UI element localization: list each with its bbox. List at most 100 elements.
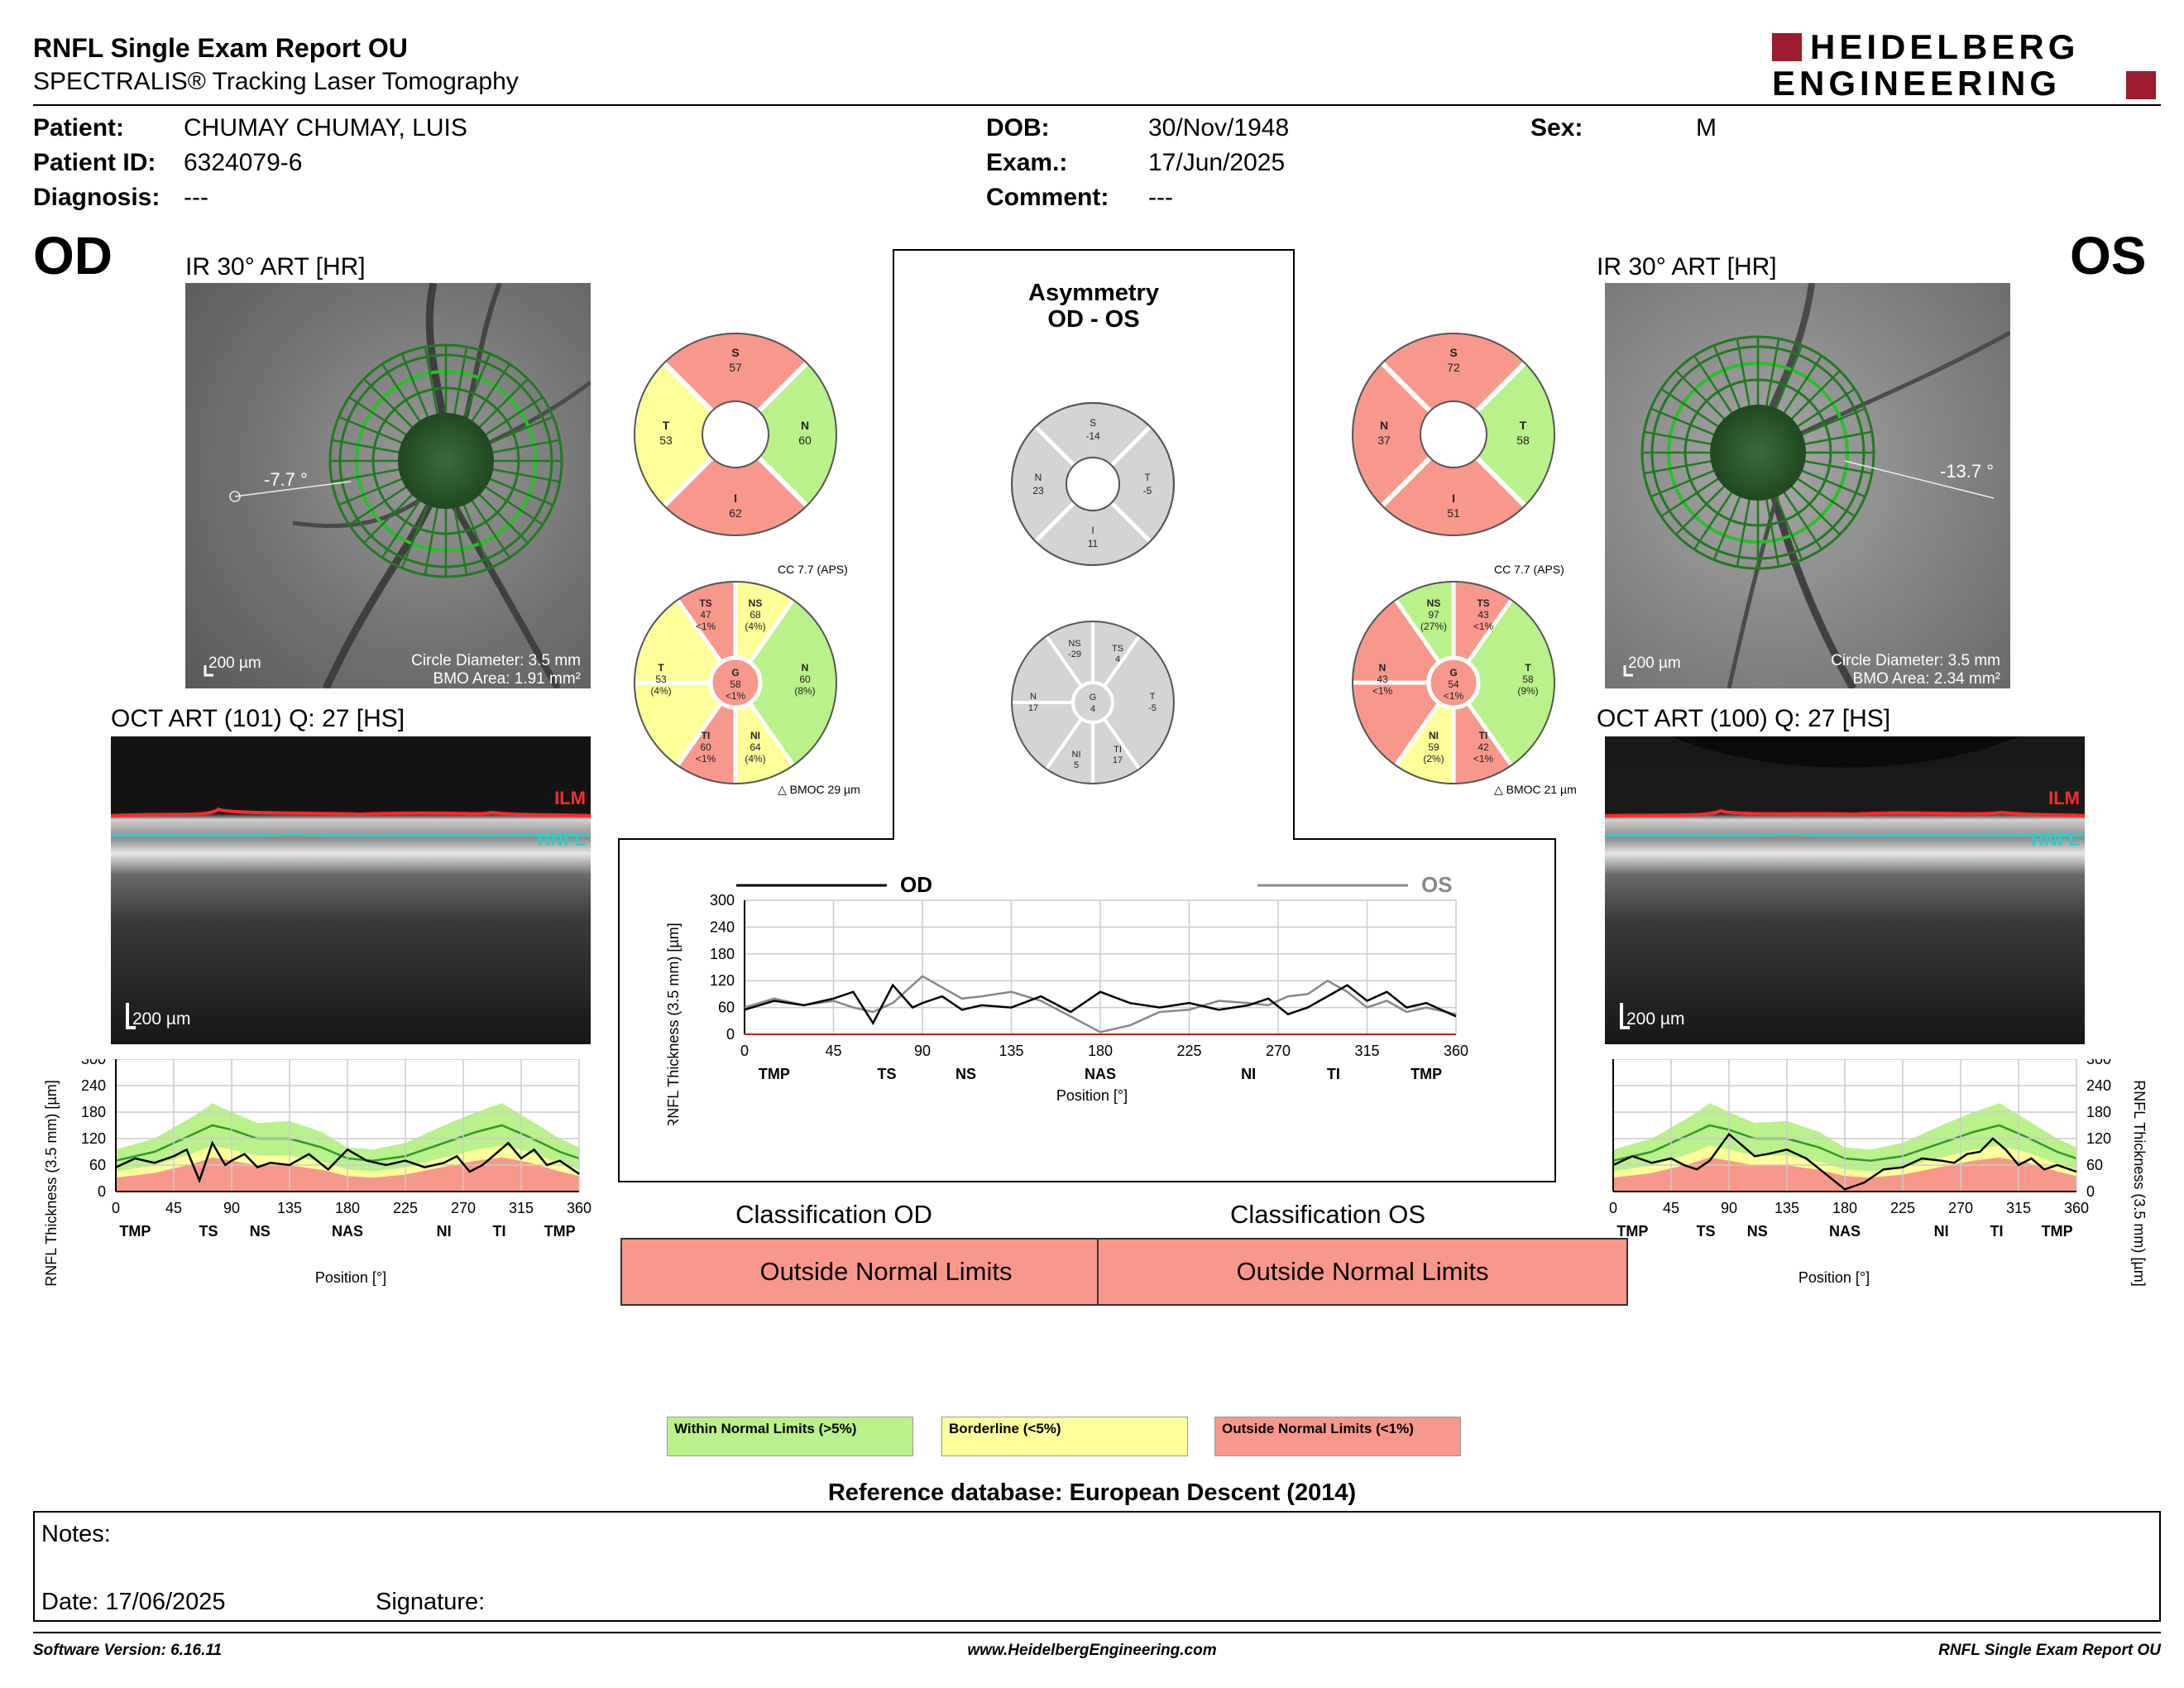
od-region-label: NAS [332, 1223, 363, 1240]
svg-text:T: T [1144, 472, 1151, 483]
patient-id-label: Patient ID: [33, 149, 156, 176]
svg-text:TS: TS [699, 597, 711, 609]
cmp-xtick: 270 [1266, 1043, 1291, 1059]
svg-text:<1%: <1% [1444, 690, 1464, 702]
os-quad-n: 37 [1377, 434, 1391, 447]
reference-database: Reference database: European Descent (20… [827, 1479, 1357, 1506]
cmp-ytick: 0 [726, 1026, 735, 1043]
svg-text:43: 43 [1478, 609, 1489, 621]
os-angle: -13.7 ° [1940, 461, 1994, 482]
os-xtick: 315 [2006, 1200, 2031, 1216]
svg-text:17: 17 [1028, 703, 1038, 713]
od-xtick: 180 [335, 1200, 360, 1216]
od-region-label: NS [250, 1223, 271, 1240]
cmp-region-label: NS [956, 1066, 976, 1082]
os-region-label: NAS [1829, 1223, 1861, 1240]
svg-text:T: T [1150, 692, 1156, 702]
od-thickness-line [115, 1140, 580, 1184]
svg-text:60: 60 [799, 674, 811, 685]
patient-name: CHUMAY CHUMAY, LUIS [184, 114, 467, 141]
od-ir-caption: IR 30° ART [HR] [185, 253, 366, 281]
sex-label: Sex: [1530, 114, 1583, 141]
os-oct-scale: 200 µm [1626, 1009, 1684, 1029]
os-xtick: 135 [1774, 1200, 1799, 1216]
od-xtick: 90 [223, 1200, 240, 1216]
cmp-ytick: 300 [710, 892, 735, 909]
os-quadrant-chart: S 72 N 37 T 58 I51 [1352, 333, 1555, 536]
report-title: RNFL Single Exam Report OU [33, 33, 408, 63]
od-ytick: 240 [81, 1077, 106, 1094]
logo-line1: HEIDELBERG [1810, 27, 2080, 66]
svg-text:T: T [1520, 419, 1527, 432]
svg-text:TI: TI [702, 730, 711, 741]
asym-quad-s: -14 [1085, 430, 1100, 442]
os-oct-caption: OCT ART (100) Q: 27 [HS] [1597, 705, 1891, 732]
footer-report-name: RNFL Single Exam Report OU [1938, 1642, 2161, 1659]
od-ilm-label: ILM [554, 788, 586, 808]
dob-value: 30/Nov/1948 [1148, 114, 1290, 141]
cmp-xtick: 315 [1354, 1043, 1379, 1059]
website-link[interactable]: www.HeidelbergEngineering.com [967, 1642, 1217, 1659]
heidelberg-logo: HEIDELBERG ENGINEERING [1772, 30, 2159, 103]
cmp-xtick: 135 [999, 1043, 1023, 1059]
svg-text:N: N [802, 662, 809, 674]
cmp-region-label: TS [877, 1066, 896, 1082]
cmp-ytick: 180 [710, 946, 735, 962]
svg-text:47: 47 [700, 609, 711, 621]
svg-text:(2%): (2%) [1423, 753, 1444, 765]
od-oct-caption: OCT ART (101) Q: 27 [HS] [111, 705, 405, 732]
svg-text:<1%: <1% [696, 753, 716, 765]
svg-text:G: G [1090, 693, 1097, 703]
os-xtick: 90 [1721, 1200, 1737, 1216]
od-xtick: 45 [165, 1200, 182, 1216]
od-eye-label: OD [33, 226, 113, 285]
cmp-ytick: 60 [718, 1000, 735, 1016]
od-quad-i: 62 [729, 506, 742, 520]
os-classification-title: Classification OS [1229, 1200, 1426, 1229]
svg-text:S: S [731, 346, 739, 359]
svg-text:(9%): (9%) [1517, 685, 1538, 697]
os-ylabel: RNFL Thickness (3.5 mm) [µm] [2131, 1080, 2148, 1286]
od-quad-s: 57 [729, 361, 742, 374]
svg-text:NI: NI [1072, 750, 1081, 760]
cmp-xtick: 0 [740, 1043, 749, 1059]
svg-text:G: G [1449, 667, 1457, 679]
legend-borderline: Borderline (<5%) [941, 1417, 1188, 1456]
od-xtick: 270 [451, 1200, 476, 1216]
software-version: Software Version: 6.16.11 [33, 1642, 223, 1659]
od-circle-diameter: Circle Diameter: 3.5 mm [411, 652, 581, 669]
os-region-label: NS [1747, 1223, 1768, 1240]
svg-text:S: S [1449, 346, 1457, 359]
od-cc-label: CC 7.7 (APS) [778, 563, 848, 576]
od-region-label: TS [199, 1223, 218, 1240]
svg-text:(27%): (27%) [1420, 621, 1447, 632]
date-label: Date: 17/06/2025 [41, 1589, 226, 1615]
svg-text:TS: TS [1112, 644, 1123, 654]
notes-box: Notes: Date: 17/06/2025 Signature: [33, 1511, 2161, 1622]
svg-text:(4%): (4%) [745, 621, 765, 632]
svg-text:NI: NI [750, 730, 760, 741]
od-ytick: 120 [81, 1130, 106, 1147]
comment-label: Comment: [986, 184, 1109, 211]
os-ytick: 240 [2086, 1077, 2111, 1094]
od-region-label: NI [437, 1223, 452, 1240]
os-xlabel: Position [°] [1798, 1269, 1870, 1286]
od-fundus-image: -7.7 ° 200 µm Circle Diameter: 3.5 mm BM… [185, 283, 591, 688]
os-region-label: TI [1990, 1223, 2004, 1240]
svg-text:42: 42 [1478, 741, 1489, 753]
os-xtick: 45 [1663, 1200, 1679, 1216]
asym-quad-i: 11 [1088, 538, 1099, 549]
svg-text:<1%: <1% [1372, 685, 1393, 697]
os-thickness-line [1612, 1132, 2077, 1191]
od-fundus-scale: 200 µm [208, 655, 261, 672]
notes-label: Notes: [41, 1521, 111, 1547]
svg-text:G: G [731, 667, 739, 679]
svg-text:I: I [1091, 525, 1094, 536]
os-ytick: 300 [2086, 1059, 2111, 1067]
cmp-region-label: TMP [759, 1066, 790, 1082]
cmp-xlabel: Position [°] [1056, 1087, 1128, 1104]
od-xtick: 360 [567, 1200, 592, 1216]
diagnosis-label: Diagnosis: [33, 184, 160, 211]
